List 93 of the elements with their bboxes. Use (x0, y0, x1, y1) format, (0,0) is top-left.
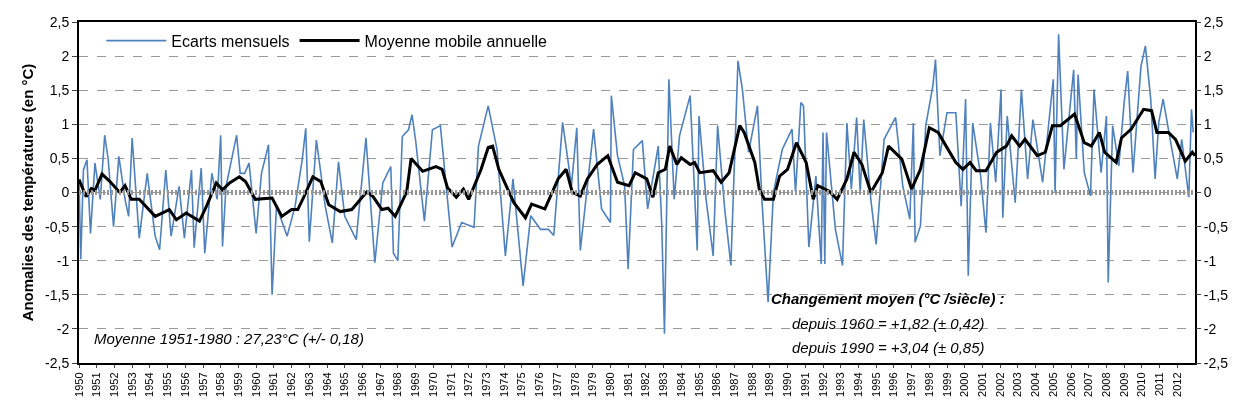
x-tick-label: 1969 (409, 372, 422, 397)
x-tick-label: 1958 (214, 372, 227, 397)
y2-tick-label: -0,5 (1203, 218, 1229, 235)
x-tick-label: 2009 (1117, 372, 1130, 397)
x-tick-label: 1981 (621, 372, 634, 397)
annotation: depuis 1960 = +1,82 (± 0,42) (792, 315, 985, 332)
y2-tick-label: 1,5 (1203, 82, 1224, 99)
x-tick-label: 1956 (178, 372, 191, 397)
x-tick-label: 1992 (816, 372, 829, 397)
x-tick-label: 2007 (1082, 372, 1095, 397)
x-tick-label: 1973 (480, 372, 493, 397)
x-tick-label: 1987 (728, 372, 741, 397)
x-tick-label: 1989 (763, 372, 776, 397)
x-tick-label: 1976 (533, 372, 546, 397)
y-axis-title: Anomalies des températures (en °C) (18, 63, 36, 322)
y-tick-label: 1,5 (49, 82, 70, 99)
x-tick-label: 1979 (586, 372, 599, 397)
x-tick-label: 1954 (143, 372, 156, 397)
x-tick-label: 2012 (1170, 372, 1183, 397)
x-tick-label: 1951 (90, 372, 103, 397)
x-tick-label: 1966 (356, 372, 369, 397)
x-tick-label: 1975 (515, 372, 528, 397)
y2-tick-label: -2,5 (1203, 354, 1229, 371)
y-tick-label: 0 (61, 184, 70, 201)
x-tick-label: 1988 (745, 372, 758, 397)
x-tick-label: 2008 (1100, 372, 1113, 397)
x-tick-label: 1990 (781, 372, 794, 397)
y-tick-label: -2 (56, 320, 70, 337)
x-tick-label: 2006 (1064, 372, 1077, 397)
x-tick-label: 1996 (887, 372, 900, 397)
x-tick-label: 1971 (444, 372, 457, 397)
x-tick-label: 2011 (1153, 372, 1166, 397)
x-tick-label: 2000 (958, 372, 971, 397)
y2-tick-label: -1,5 (1203, 286, 1229, 303)
x-tick-label: 1983 (657, 372, 670, 397)
y2-tick-label: -2 (1203, 320, 1217, 337)
x-tick-label: 1995 (869, 372, 882, 397)
x-tick-label: 1998 (922, 372, 935, 397)
x-tick-label: 1967 (373, 372, 386, 397)
x-tick-label: 2005 (1046, 372, 1059, 397)
x-tick-label: 2002 (993, 372, 1006, 397)
annotation: Moyenne 1951-1980 : 27,23°C (+/- 0,18) (94, 330, 364, 347)
y-tick-label: 2,5 (49, 13, 70, 30)
x-tick-label: 1957 (196, 372, 209, 397)
x-tick-label: 1970 (426, 372, 439, 397)
x-tick-label: 1962 (285, 372, 298, 397)
y2-tick-label: -1 (1203, 252, 1217, 269)
x-tick-label: 1986 (710, 372, 723, 397)
x-tick-label: 1985 (692, 372, 705, 397)
x-tick-label: 1968 (391, 372, 404, 397)
y-tick-label: -2,5 (45, 354, 70, 371)
x-tick-label: 1961 (267, 372, 280, 397)
x-tick-label: 1955 (161, 372, 174, 397)
x-tick-label: 1952 (108, 372, 120, 397)
x-tick-label: 1993 (834, 372, 847, 397)
x-tick-label: 1965 (338, 372, 351, 397)
x-tick-label: 1960 (249, 372, 262, 397)
y-tick-label: 1 (61, 116, 70, 133)
y-tick-label: -1 (56, 252, 70, 269)
annotation: depuis 1990 = +3,04 (± 0,85) (792, 339, 985, 356)
x-tick-label: 1994 (852, 372, 865, 397)
x-tick-label: 1963 (302, 372, 315, 397)
line-series (79, 33, 1195, 335)
x-tick-label: 1984 (674, 372, 687, 397)
x-tick-label: 2001 (976, 372, 989, 397)
legend-label: Ecarts mensuels (171, 32, 290, 50)
x-tick-label: 1999 (940, 372, 953, 397)
y-tick-label: 2 (61, 48, 70, 64)
x-tick-label: 1980 (604, 372, 617, 397)
x-tick-label: 1991 (798, 372, 811, 397)
x-tick-label: 1978 (568, 372, 581, 397)
y2-tick-label: 2,5 (1203, 13, 1224, 30)
x-tick-label: 1964 (320, 372, 333, 397)
x-tick-label: 1982 (639, 372, 652, 397)
x-tick-label: 1959 (232, 372, 244, 397)
y-tick-label: 0,5 (49, 150, 70, 167)
y2-tick-label: 0,5 (1203, 150, 1224, 167)
x-tick-label: 2010 (1135, 372, 1148, 397)
x-tick-label: 1953 (125, 372, 138, 397)
x-tick-label: 1977 (550, 372, 563, 397)
legend-label: Moyenne mobile annuelle (364, 32, 548, 50)
y-tick-label: -1,5 (45, 286, 70, 303)
y-tick-label: -0,5 (45, 218, 70, 235)
y2-tick-label: 1 (1203, 116, 1212, 133)
x-tick-label: 1997 (905, 372, 918, 397)
x-tick-label: 1950 (72, 372, 85, 397)
x-tick-label: 2004 (1029, 372, 1042, 397)
y2-tick-label: 2 (1203, 48, 1212, 64)
x-tick-label: 1974 (497, 372, 510, 397)
x-tick-label: 1972 (462, 372, 475, 397)
y2-tick-label: 0 (1203, 184, 1212, 201)
x-tick-label: 2003 (1011, 372, 1024, 397)
annotation: Changement moyen (°C /siècle) : (771, 290, 1005, 307)
